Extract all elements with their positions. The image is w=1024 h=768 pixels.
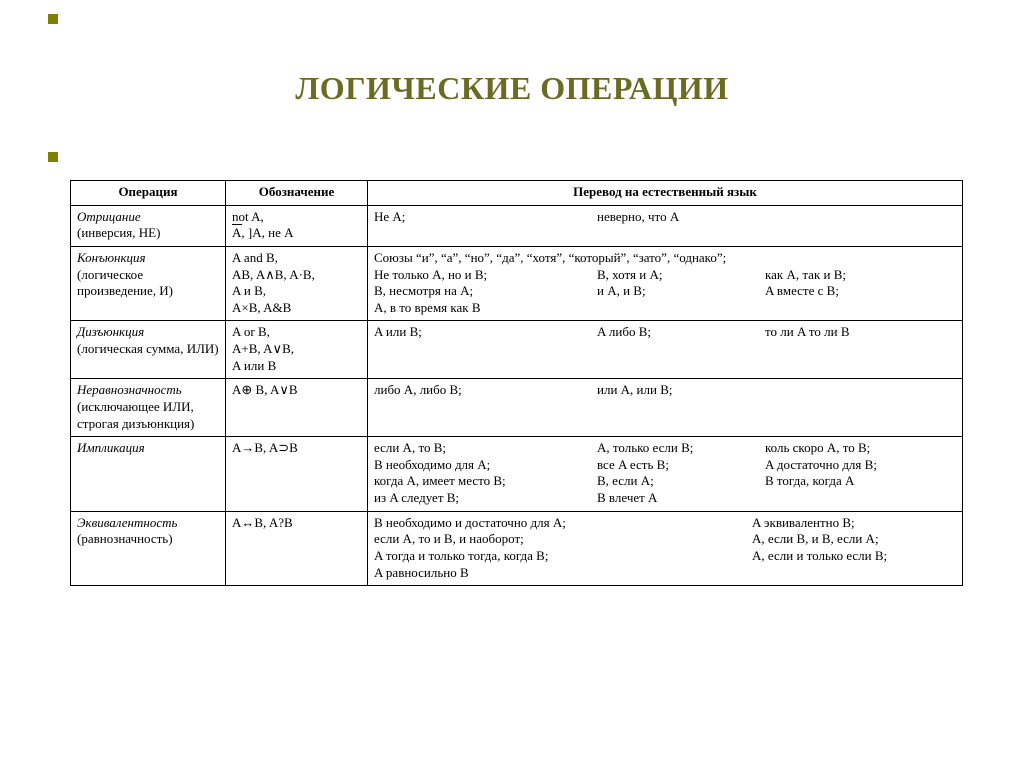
col-header-operation: Операция	[71, 181, 226, 206]
table-header-row: Операция Обозначение Перевод на естестве…	[71, 181, 963, 206]
bullet-decor-mid	[48, 152, 58, 162]
cell-notation: not A, A, ]A, не A	[226, 205, 368, 246]
table-row: Импликация A→B, A⊃B если A, то B; B необ…	[71, 437, 963, 512]
col-header-notation: Обозначение	[226, 181, 368, 206]
slide: ЛОГИЧЕСКИЕ ОПЕРАЦИИ Операция Обозначение…	[0, 0, 1024, 768]
table-row: Неравнозначность (исключающее ИЛИ, строг…	[71, 379, 963, 437]
operations-table: Операция Обозначение Перевод на естестве…	[70, 180, 962, 586]
cell-operation: Дизъюнкция (логическая сумма, ИЛИ)	[71, 321, 226, 379]
cell-translation: A или B; A либо B; то ли A то ли B	[368, 321, 963, 379]
cell-operation: Импликация	[71, 437, 226, 512]
cell-translation: B необходимо и достаточно для A; если A,…	[368, 511, 963, 586]
cell-notation: A⊕ B, A∨B	[226, 379, 368, 437]
cell-notation: A or B, A+B, A∨B, A или B	[226, 321, 368, 379]
cell-translation: если A, то B; B необходимо для A; когда …	[368, 437, 963, 512]
table-row: Эквивалентность (равнозначность) A↔B, A?…	[71, 511, 963, 586]
table-row: Отрицание (инверсия, НЕ) not A, A, ]A, н…	[71, 205, 963, 246]
cell-notation: A→B, A⊃B	[226, 437, 368, 512]
cell-translation: либо A, либо B; или A, или B;	[368, 379, 963, 437]
cell-operation: Отрицание (инверсия, НЕ)	[71, 205, 226, 246]
cell-notation: A↔B, A?B	[226, 511, 368, 586]
bullet-decor-top	[48, 14, 58, 24]
cell-operation: Конъюнкция (логическое произведение, И)	[71, 246, 226, 321]
slide-title: ЛОГИЧЕСКИЕ ОПЕРАЦИИ	[0, 70, 1024, 107]
cell-operation: Неравнозначность (исключающее ИЛИ, строг…	[71, 379, 226, 437]
col-header-translation: Перевод на естественный язык	[368, 181, 963, 206]
table-row: Дизъюнкция (логическая сумма, ИЛИ) A or …	[71, 321, 963, 379]
cell-operation: Эквивалентность (равнозначность)	[71, 511, 226, 586]
table-row: Конъюнкция (логическое произведение, И) …	[71, 246, 963, 321]
cell-translation: Союзы “и”, “а”, “но”, “да”, “хотя”, “кот…	[368, 246, 963, 321]
cell-notation: A and B, AB, A∧B, A·B, A и B, A×B, A&B	[226, 246, 368, 321]
cell-translation: Не A; неверно, что A	[368, 205, 963, 246]
